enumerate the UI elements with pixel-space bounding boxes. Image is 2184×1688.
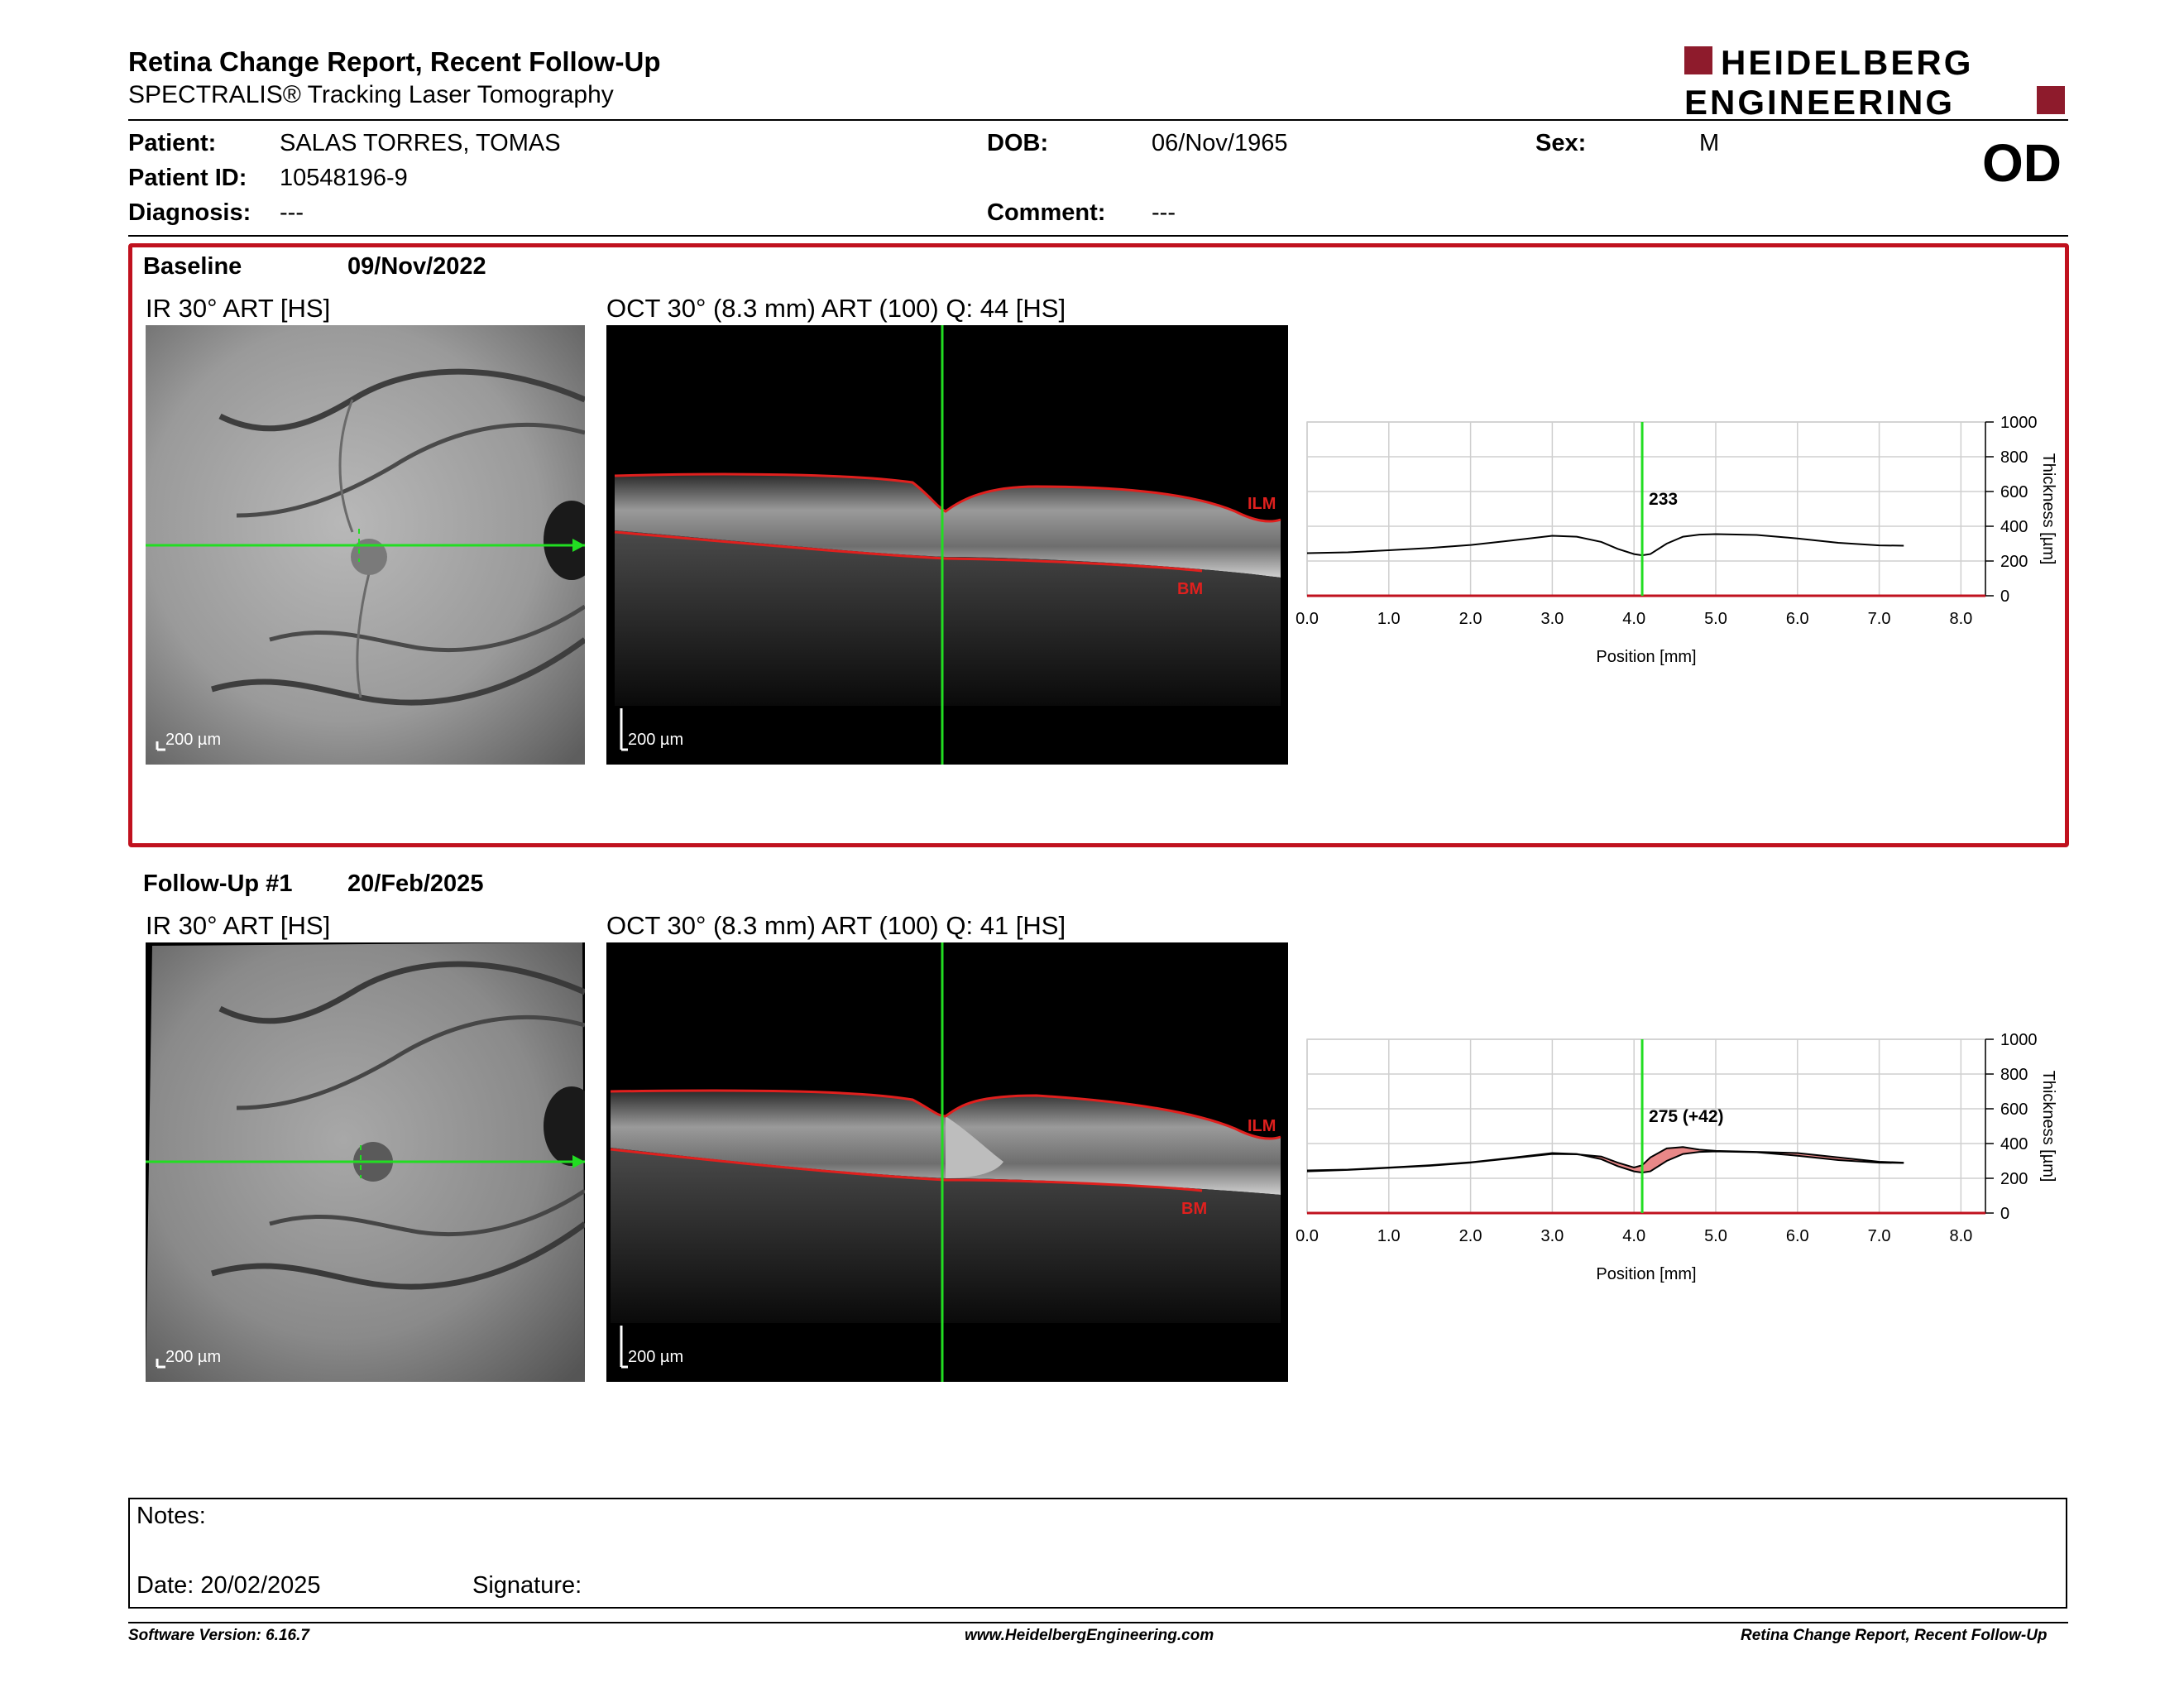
baseline-ir-scale: 200 µm (165, 731, 222, 749)
y-axis-label: Thickness [µm] (2039, 1071, 2057, 1182)
report-title: Retina Change Report, Recent Follow-Up (128, 46, 661, 77)
baseline-oct-scale: 200 µm (628, 731, 684, 749)
logo-line2: ENGINEERING (1684, 83, 1955, 117)
report-subtitle: SPECTRALIS® Tracking Laser Tomography (128, 81, 614, 108)
y-tick-label: 400 (2000, 1135, 2028, 1153)
baseline-thickness-line (1306, 1150, 1904, 1174)
baseline-oct-caption: OCT 30° (8.3 mm) ART (100) Q: 44 [HS] (606, 294, 1066, 323)
x-tick-label: 6.0 (1786, 1227, 1809, 1245)
patient-divider (128, 235, 2068, 237)
comment-label: Comment: (987, 199, 1106, 226)
x-tick-label: 6.0 (1786, 610, 1809, 628)
x-tick-label: 1.0 (1377, 1227, 1401, 1245)
followup-ilm-label: ILM (1248, 1117, 1276, 1135)
thickness-line (1306, 533, 1904, 557)
baseline-bm-label: BM (1177, 580, 1203, 598)
y-tick-label: 600 (2000, 483, 2028, 501)
sex-value: M (1699, 130, 1720, 156)
followup-thickness-chart: 0.0 1.0 2.0 3.0 4.0 5.0 6.0 7.0 8.0 0 200 400 600 800… (1291, 1023, 2085, 1304)
baseline-oct-bscan[interactable]: ILM BM 200 µm (606, 325, 1288, 765)
followup-ir-fundus-image[interactable]: 200 µm (146, 942, 585, 1382)
baseline-date: 09/Nov/2022 (347, 253, 486, 280)
patient-name: SALAS TORRES, TOMAS (280, 130, 561, 156)
diagnosis-value: --- (280, 199, 304, 226)
x-tick-label: 3.0 (1540, 610, 1564, 628)
x-tick-label: 2.0 (1459, 1227, 1482, 1245)
y-tick-label: 400 (2000, 518, 2028, 536)
x-tick-label: 8.0 (1949, 610, 1972, 628)
y-tick-label: 600 (2000, 1101, 2028, 1119)
plot-area (1306, 421, 1986, 597)
y-tick-label: 1000 (2000, 414, 2038, 432)
x-tick-label: 4.0 (1622, 610, 1645, 628)
x-tick-label: 7.0 (1868, 610, 1891, 628)
website-link[interactable]: www.HeidelbergEngineering.com (965, 1627, 1214, 1644)
logo-line1: HEIDELBERG (1721, 45, 1973, 82)
patient-id-value: 10548196-9 (280, 165, 408, 191)
footer-report-name: Retina Change Report, Recent Follow-Up (1741, 1627, 2048, 1644)
cursor-value-label: 275 (+42) (1649, 1107, 1723, 1126)
sex-label: Sex: (1535, 130, 1587, 156)
followup-label: Follow-Up #1 (143, 870, 293, 897)
cursor-value-label: 233 (1649, 490, 1678, 509)
diagnosis-label: Diagnosis: (128, 199, 251, 226)
followup-oct-caption: OCT 30° (8.3 mm) ART (100) Q: 41 [HS] (606, 911, 1066, 940)
dob-value: 06/Nov/1965 (1152, 130, 1288, 156)
baseline-selected-frame[interactable] (128, 243, 2069, 847)
baseline-ir-caption: IR 30° ART [HS] (146, 294, 331, 323)
x-tick-label: 0.0 (1296, 610, 1319, 628)
comment-value: --- (1152, 199, 1176, 226)
y-tick-label: 1000 (2000, 1031, 2038, 1049)
change-area (1307, 1147, 1904, 1173)
plot-area (1306, 1038, 1986, 1214)
x-tick-label: 0.0 (1296, 1227, 1319, 1245)
followup-ir-caption: IR 30° ART [HS] (146, 911, 331, 940)
followup-date: 20/Feb/2025 (347, 870, 484, 897)
x-tick-label: 8.0 (1949, 1227, 1972, 1245)
x-tick-label: 4.0 (1622, 1227, 1645, 1245)
x-tick-label: 7.0 (1868, 1227, 1891, 1245)
software-version: Software Version: 6.16.7 (128, 1627, 309, 1644)
signature-label: Signature: (472, 1572, 582, 1599)
baseline-ir-fundus-image[interactable]: 200 µm (146, 325, 585, 765)
x-tick-label: 5.0 (1704, 1227, 1727, 1245)
notes-label: Notes: (136, 1503, 206, 1529)
followup-oct-bscan[interactable]: ILM BM 200 µm (606, 942, 1288, 1382)
baseline-label: Baseline (143, 253, 242, 280)
patient-id-label: Patient ID: (128, 165, 247, 191)
y-tick-label: 0 (2000, 587, 2009, 606)
notes-date: Date: 20/02/2025 (136, 1572, 321, 1599)
y-axis-label: Thickness [µm] (2039, 453, 2057, 565)
x-tick-label: 2.0 (1459, 610, 1482, 628)
x-axis-label: Position [mm] (1596, 648, 1696, 666)
x-tick-label: 5.0 (1704, 610, 1727, 628)
y-tick-label: 800 (2000, 1066, 2028, 1084)
eye-indicator: OD (1982, 133, 2062, 193)
x-tick-label: 3.0 (1540, 1227, 1564, 1245)
x-tick-label: 1.0 (1377, 610, 1401, 628)
followup-ir-scale: 200 µm (165, 1348, 222, 1366)
notes-box[interactable]: Notes: Date: 20/02/2025 Signature: (128, 1498, 2067, 1609)
y-tick-label: 200 (2000, 553, 2028, 571)
y-tick-label: 0 (2000, 1205, 2009, 1223)
followup-oct-scale: 200 µm (628, 1348, 684, 1366)
baseline-thickness-chart: 0.0 1.0 2.0 3.0 4.0 5.0 6.0 7.0 8.0 0 200 400 600 800… (1291, 405, 2085, 687)
footer-divider (128, 1622, 2068, 1623)
baseline-ilm-label: ILM (1248, 495, 1276, 513)
y-tick-label: 200 (2000, 1170, 2028, 1188)
x-axis-label: Position [mm] (1596, 1265, 1696, 1283)
heidelberg-logo: HEIDELBERG ENGINEERING (1684, 43, 2065, 122)
header-divider (128, 119, 2068, 121)
patient-label: Patient: (128, 130, 217, 156)
y-tick-label: 800 (2000, 448, 2028, 467)
followup-bm-label: BM (1181, 1200, 1207, 1218)
dob-label: DOB: (987, 130, 1049, 156)
